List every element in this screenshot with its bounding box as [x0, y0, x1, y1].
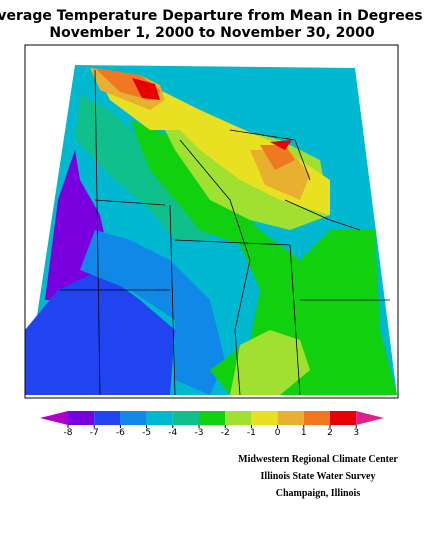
temperature-region: [270, 140, 292, 150]
credit-line: Illinois State Water Survey: [261, 471, 376, 482]
color-bar-label: 0: [275, 428, 281, 438]
color-bar-segment: [94, 411, 121, 425]
color-bar-segment: [68, 411, 95, 425]
map-frame: [24, 44, 399, 399]
temperature-region: [132, 78, 160, 100]
color-bar-label: -7: [90, 428, 99, 438]
color-bar-label: -5: [142, 428, 151, 438]
color-bar-segment: [146, 411, 173, 425]
credit-line: Midwestern Regional Climate Center: [238, 454, 398, 465]
color-bar-segment: [330, 411, 357, 425]
temperature-region: [230, 330, 310, 395]
color-bar-segment: [303, 411, 330, 425]
boundary-line: [289, 244, 301, 396]
color-bar-segment: [225, 411, 252, 425]
temperature-region: [250, 150, 310, 200]
boundary-line: [174, 239, 291, 246]
color-bar-label: -1: [247, 428, 256, 438]
color-bar-label: 3: [353, 428, 359, 438]
credit-line: Champaign, Illinois: [276, 488, 361, 499]
boundary-line: [94, 69, 101, 396]
color-bar-label: -4: [168, 428, 177, 438]
color-bar-label: -8: [64, 428, 73, 438]
color-bar-segment: [172, 411, 199, 425]
color-bar-label: 1: [301, 428, 307, 438]
boundary-line: [229, 129, 311, 181]
color-bar-segment: [120, 411, 147, 425]
temperature-region: [80, 230, 225, 395]
color-bar-segment: [251, 411, 278, 425]
color-bar-segment: [199, 411, 226, 425]
boundary-line: [284, 199, 361, 231]
color-bar-label: -3: [195, 428, 204, 438]
title-line: Average Temperature Departure from Mean …: [0, 8, 425, 24]
boundary-line: [169, 204, 176, 396]
temperature-region: [130, 120, 397, 395]
color-bar: -8 -7 -6 -5 -4 -3 -2 -1 0 1 2 3: [40, 411, 385, 438]
color-bar-label: 2: [327, 428, 333, 438]
color-bar-segment: [277, 411, 304, 425]
temperature-region: [25, 270, 175, 395]
boundary-line: [94, 199, 166, 206]
color-bar-arrow: [356, 411, 385, 425]
map: [25, 65, 397, 396]
temperature-region: [260, 145, 295, 170]
boundary-line: [179, 139, 251, 396]
title-line: November 1, 2000 to November 30, 2000: [49, 25, 375, 41]
temperature-region: [75, 95, 210, 240]
color-bar-label: -6: [116, 428, 125, 438]
color-bar-label: -2: [221, 428, 230, 438]
color-bar-arrow: [40, 411, 68, 425]
